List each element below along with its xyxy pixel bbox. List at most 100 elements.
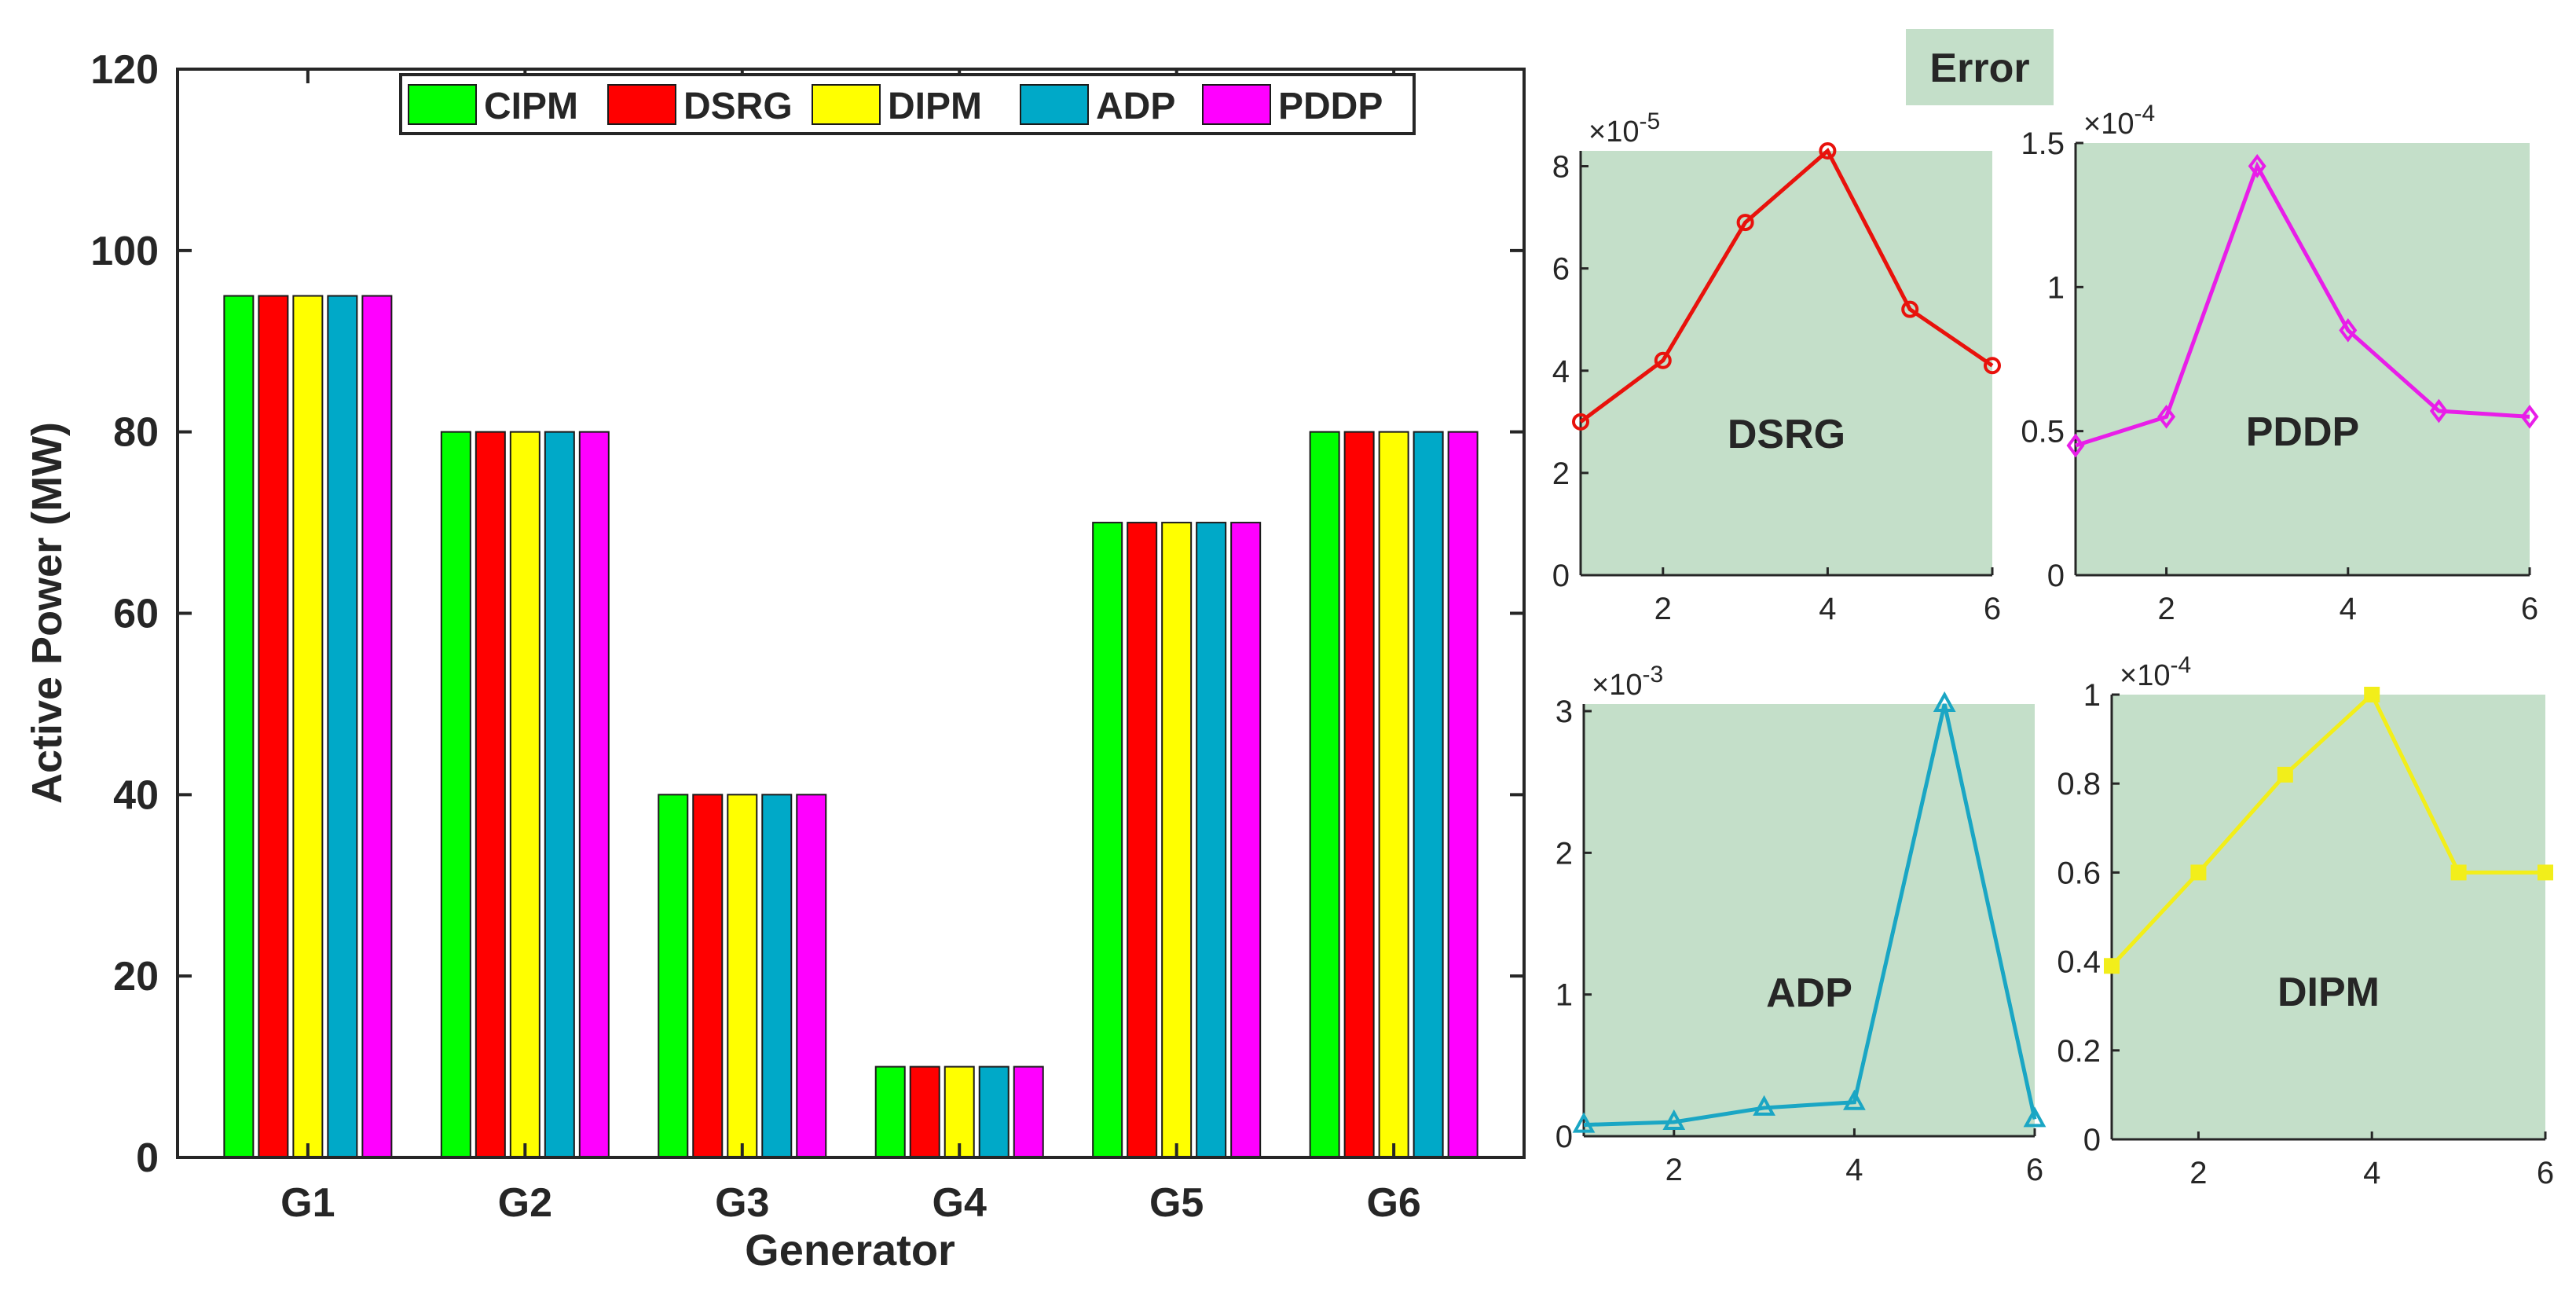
inset-data-point bbox=[1572, 413, 1589, 431]
inset-y-tick-label: 0 bbox=[2047, 559, 2065, 593]
inset-data-point bbox=[2104, 958, 2120, 974]
inset-y-tick-label: 0.8 bbox=[2057, 767, 2101, 801]
bar-x-tick-label: G4 bbox=[933, 1180, 987, 1226]
inset-series-line bbox=[1579, 148, 1994, 424]
bar-dipm-g6 bbox=[1378, 431, 1409, 1158]
legend-label-adp: ADP bbox=[1096, 86, 1175, 127]
inset-y-tick-label: 0 bbox=[1555, 1120, 1573, 1154]
inset-data-point bbox=[2066, 433, 2085, 458]
inset-y-tick-label: 0.4 bbox=[2057, 945, 2101, 980]
inset-series-label: DSRG bbox=[1728, 412, 1845, 457]
bar-y-tick-label: 60 bbox=[113, 592, 159, 637]
inset-series-label: ADP bbox=[1766, 970, 1852, 1016]
inset-x-tick-label: 4 bbox=[2340, 592, 2357, 626]
bar-dipm-g5 bbox=[1161, 522, 1193, 1158]
inset-plot-area bbox=[2076, 143, 2530, 575]
inset-y-tick-label: 0 bbox=[1552, 559, 1570, 593]
inset-series-label: DIPM bbox=[2277, 970, 2380, 1015]
bar-chart: 0 20 40 60 80 100 120 G1 G2 G3 G4 G5 G6 Active Powe… bbox=[24, 47, 1526, 1274]
bar-pddp-g2 bbox=[578, 431, 610, 1158]
inset-x-tick-label: 4 bbox=[2363, 1156, 2380, 1190]
bar-cipm-g6 bbox=[1309, 431, 1340, 1158]
bar-x-tick-label: G2 bbox=[498, 1180, 552, 1226]
bar-y-tick-label: 80 bbox=[113, 410, 159, 456]
inset-y-tick-label: 2 bbox=[1555, 836, 1573, 871]
inset-y-tick-label: 0 bbox=[2083, 1123, 2101, 1157]
bar-x-ticks: G1 G2 G3 G4 G5 G6 bbox=[280, 69, 1421, 1226]
inset-data-point bbox=[2429, 398, 2448, 424]
inset-y-tick-label: 6 bbox=[1552, 252, 1570, 287]
bar-adp-g4 bbox=[978, 1065, 1010, 1159]
inset-data-point bbox=[1933, 691, 1956, 712]
bar-cipm-g5 bbox=[1092, 522, 1123, 1158]
inset-y-tick-label: 1.5 bbox=[2021, 127, 2065, 161]
bar-adp-g5 bbox=[1196, 522, 1227, 1158]
legend-label-dipm: DIPM bbox=[888, 86, 982, 127]
bar-adp-g2 bbox=[544, 431, 575, 1158]
inset-charts: 0 2 4 6 8 2 4 6 ×10-5 DSRG 0 0.5 1 1.5 2 4 6 ×10-4 PDDP 0 1 2… bbox=[1552, 101, 2554, 1190]
legend-swatch-dipm bbox=[812, 84, 881, 125]
inset-x-tick-label: 6 bbox=[2026, 1153, 2043, 1187]
inset-data-point bbox=[2364, 687, 2380, 702]
inset-x-tick-label: 2 bbox=[2189, 1156, 2207, 1190]
inset-x-tick-label: 6 bbox=[2537, 1156, 2554, 1190]
inset-exponent-label: ×10-3 bbox=[1592, 662, 1663, 702]
bar-plot-area bbox=[178, 69, 1524, 1157]
inset-y-tick-label: 4 bbox=[1552, 354, 1570, 389]
legend-label-cipm: CIPM bbox=[484, 86, 578, 127]
inset-data-point bbox=[2339, 318, 2358, 343]
bar-y-tick-label: 20 bbox=[113, 954, 159, 999]
inset-data-point bbox=[2277, 766, 2293, 783]
bar-x-tick-label: G3 bbox=[715, 1180, 769, 1226]
inset-exponent-label: ×10-4 bbox=[2083, 101, 2155, 141]
legend-swatch-pddp bbox=[1202, 84, 1271, 125]
inset-data-point bbox=[2023, 1106, 2047, 1128]
inset-data-point bbox=[1736, 214, 1754, 232]
legend-swatch-adp bbox=[1020, 84, 1089, 125]
bar-y-tick-label: 40 bbox=[113, 772, 159, 818]
legend-swatch-cipm bbox=[408, 84, 477, 125]
bar-pddp-g1 bbox=[361, 295, 393, 1159]
inset-data-point bbox=[1843, 1089, 1866, 1110]
inset-x-tick-label: 6 bbox=[1984, 592, 2001, 626]
inset-y-tick-label: 1 bbox=[1555, 978, 1573, 1013]
bar-legend: CIPM DSRG DIPM ADP PDDP bbox=[399, 73, 1416, 135]
legend-label-dsrg: DSRG bbox=[683, 86, 793, 127]
bar-adp-g1 bbox=[327, 295, 358, 1159]
inset-data-point bbox=[2190, 864, 2207, 881]
error-label-text: Error bbox=[1929, 46, 2029, 91]
inset-y-tick-label: 0.2 bbox=[2057, 1034, 2101, 1069]
inset-data-point bbox=[1654, 351, 1672, 369]
error-label: Error bbox=[1906, 29, 2054, 105]
bar-pddp-g6 bbox=[1447, 431, 1479, 1158]
inset-x-tick-label: 2 bbox=[1654, 592, 1672, 626]
bar-dsrg-g1 bbox=[258, 295, 289, 1159]
inset-data-point bbox=[1753, 1095, 1775, 1116]
bar-dsrg-g4 bbox=[909, 1065, 940, 1159]
bar-x-tick-label: G5 bbox=[1149, 1180, 1204, 1226]
inset-data-point bbox=[1984, 357, 2001, 375]
bar-y-tick-label: 0 bbox=[136, 1135, 159, 1181]
bar-y-ticks: 0 20 40 60 80 100 120 bbox=[90, 47, 1524, 1181]
inset-chart-dsrg: 0 2 4 6 8 2 4 6 ×10-5 DSRG bbox=[1552, 108, 2001, 626]
error-label-box bbox=[1906, 29, 2054, 105]
inset-chart-adp: 0 1 2 3 2 4 6 ×10-3 ADP bbox=[1555, 662, 2047, 1187]
inset-x-tick-label: 2 bbox=[1665, 1153, 1683, 1187]
inset-exponent-label: ×10-5 bbox=[1588, 108, 1660, 149]
inset-chart-pddp: 0 0.5 1 1.5 2 4 6 ×10-4 PDDP bbox=[2021, 101, 2539, 626]
bar-x-tick-label: G1 bbox=[280, 1180, 335, 1226]
inset-data-point bbox=[2450, 864, 2467, 881]
bar-dipm-g1 bbox=[292, 295, 324, 1159]
inset-series-line bbox=[2075, 161, 2530, 448]
bar-pddp-g3 bbox=[796, 794, 827, 1158]
inset-data-point bbox=[1662, 1109, 1686, 1130]
inset-data-point bbox=[1901, 300, 1919, 318]
inset-data-point bbox=[1819, 142, 1837, 160]
inset-y-tick-label: 3 bbox=[1555, 695, 1573, 729]
bar-dsrg-g6 bbox=[1343, 431, 1375, 1158]
bar-dsrg-g2 bbox=[475, 431, 506, 1158]
inset-x-tick-label: 4 bbox=[1819, 592, 1836, 626]
inset-x-tick-label: 6 bbox=[2521, 592, 2538, 626]
inset-exponent-label: ×10-4 bbox=[2120, 652, 2191, 692]
